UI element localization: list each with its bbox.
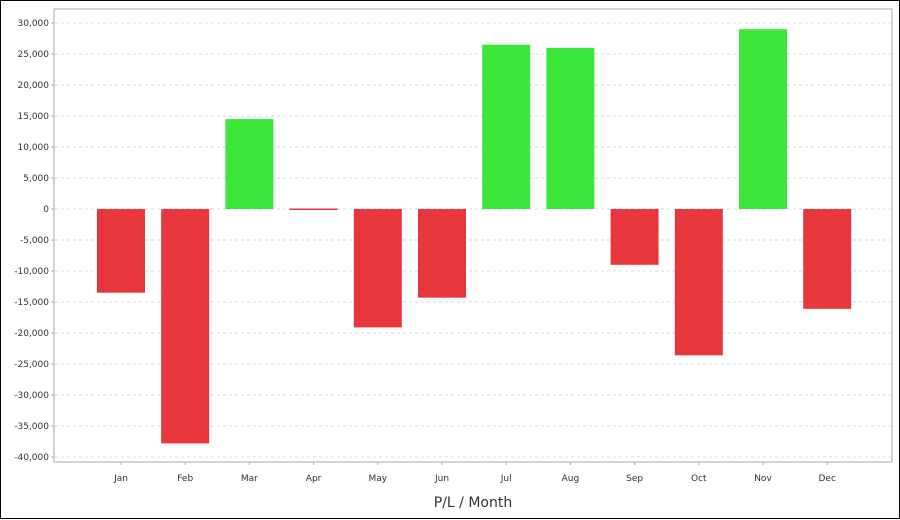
bar-oct (674, 209, 723, 356)
y-tick-label: -25,000 (14, 360, 49, 370)
bar-may (353, 209, 402, 328)
x-tick-label: Feb (177, 474, 193, 484)
bars (97, 29, 852, 444)
x-tick-label: Aug (562, 474, 580, 484)
y-tick-label: -5,000 (20, 236, 49, 246)
x-axis-ticks: Jan Feb Mar Apr May Jun Jul Aug Sep Oct Nov Dec (113, 462, 836, 484)
y-tick-label: 25,000 (18, 50, 50, 60)
x-tick-label: Jun (434, 474, 449, 484)
x-tick-label: Mar (241, 474, 258, 484)
y-tick-label: -20,000 (14, 329, 49, 339)
bar-jul (482, 44, 531, 210)
y-tick-label: -35,000 (14, 422, 49, 432)
x-tick-label: Jul (500, 474, 512, 484)
bar-feb (161, 209, 210, 444)
y-tick-label: -30,000 (14, 391, 49, 401)
x-tick-label: Nov (754, 474, 772, 484)
y-tick-label: 15,000 (18, 112, 50, 122)
y-tick-label: 20,000 (18, 81, 50, 91)
bar-jun (418, 209, 466, 298)
x-tick-label: Sep (626, 474, 643, 484)
y-tick-label: -15,000 (14, 298, 49, 308)
bar-apr (289, 208, 338, 210)
bar-sep (610, 209, 659, 265)
bar-dec (803, 209, 852, 309)
x-tick-label: May (368, 474, 387, 484)
y-tick-label: -40,000 (14, 453, 49, 463)
bar-jan (97, 209, 145, 293)
x-tick-label: Apr (306, 474, 322, 484)
y-tick-label: 0 (43, 205, 49, 215)
bar-mar (225, 119, 274, 209)
x-tick-label: Oct (691, 474, 707, 484)
x-tick-label: Dec (818, 474, 835, 484)
x-axis-label: P/L / Month (434, 495, 512, 511)
bar-nov (739, 29, 787, 210)
y-tick-label: 5,000 (23, 174, 49, 184)
y-tick-label: 10,000 (18, 143, 50, 153)
y-tick-label: -10,000 (14, 267, 49, 277)
y-axis-ticks: 30,000 25,000 20,000 15,000 10,000 5,000 0 -5,0… (14, 19, 54, 463)
x-tick-label: Jan (113, 474, 128, 484)
y-tick-label: 30,000 (18, 19, 50, 29)
bar-aug (546, 47, 595, 209)
